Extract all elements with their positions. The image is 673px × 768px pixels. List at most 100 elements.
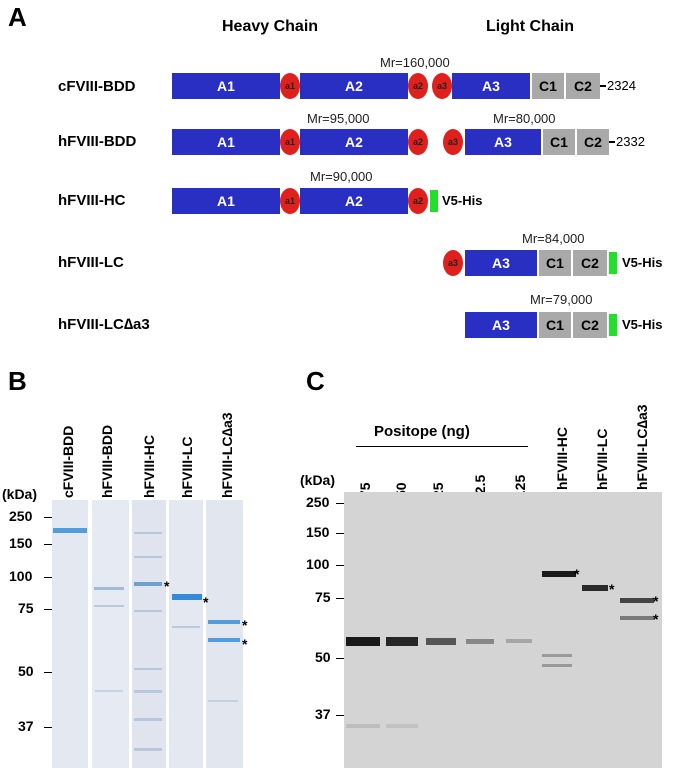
band	[542, 654, 572, 657]
domain-c1: C1	[539, 312, 571, 338]
panel-c-letter: C	[306, 366, 325, 396]
positope-bracket-line	[356, 446, 528, 447]
domain-a2-acidic: a2	[408, 129, 428, 155]
band	[134, 556, 162, 558]
band	[346, 724, 380, 728]
gel-lane-hfviii-hc	[132, 500, 166, 768]
band-star: *	[164, 578, 170, 594]
domain-a3: A3	[452, 73, 530, 99]
band-star: *	[242, 617, 248, 633]
v5-his-tag	[430, 190, 438, 212]
band	[53, 528, 87, 533]
mr-hfviii-lc: Mr=84,000	[522, 231, 585, 246]
heavy-chain-title: Heavy Chain	[222, 18, 319, 35]
panel-b-tick	[44, 727, 52, 728]
domain-a1: A1	[172, 188, 280, 214]
domain-a1-acidic: a1	[280, 129, 300, 155]
end-residue-cfviii-bdd: 2324	[607, 78, 636, 93]
domain-a3: A3	[465, 250, 537, 276]
panel-c-tick	[336, 658, 344, 659]
panel-c-tick	[336, 565, 344, 566]
domain-a2: A2	[300, 73, 408, 99]
panel-b-marker-37: 37	[18, 718, 34, 734]
domain-a1-acidic: a1	[280, 73, 300, 99]
band	[134, 690, 162, 693]
v5-his-label: V5-His	[622, 317, 663, 332]
domain-c1: C1	[532, 73, 564, 99]
band	[386, 724, 418, 728]
band	[386, 637, 418, 646]
panel-c-tick	[336, 715, 344, 716]
domain-c1: C1	[543, 129, 575, 155]
band	[466, 639, 494, 644]
panel-c-tick	[336, 533, 344, 534]
domain-a2: A2	[300, 188, 408, 214]
domain-a3-acidic: a3	[432, 73, 452, 99]
band	[134, 748, 162, 751]
band	[208, 700, 238, 702]
gel-lane-hfviii-lc	[169, 500, 203, 768]
mr-hfviii-bdd-heavy: Mr=95,000	[307, 111, 370, 126]
v5-his-label: V5-His	[622, 255, 663, 270]
band	[582, 585, 608, 591]
panel-c-tick	[336, 598, 344, 599]
panel-b-marker-50: 50	[18, 663, 34, 679]
mr-hfviii-bdd-light: Mr=80,000	[493, 111, 556, 126]
panel-b-tick	[44, 517, 52, 518]
band	[134, 668, 162, 670]
band	[208, 638, 240, 642]
panel-c-marker-150: 150	[306, 524, 330, 540]
band	[542, 664, 572, 667]
band	[134, 532, 162, 534]
panel-c-kda-unit: (kDa)	[300, 472, 336, 488]
domain-a1: A1	[172, 73, 280, 99]
mr-cfviii-bdd: Mr=160,000	[380, 55, 450, 70]
band	[208, 620, 240, 624]
band	[95, 690, 123, 692]
band	[506, 639, 532, 643]
band	[134, 718, 162, 721]
band-star: *	[653, 593, 659, 609]
panel-b-marker-75: 75	[18, 600, 34, 616]
band	[620, 598, 654, 603]
domain-a2-acidic: a2	[408, 188, 428, 214]
band	[172, 594, 202, 600]
band	[94, 605, 124, 607]
band	[172, 626, 200, 628]
panel-b-tick	[44, 577, 52, 578]
panel-b-tick	[44, 544, 52, 545]
band-star: *	[574, 566, 580, 582]
light-chain-title: Light Chain	[486, 18, 574, 35]
end-residue-hfviii-bdd: 2332	[616, 134, 645, 149]
domain-a1-acidic: a1	[280, 188, 300, 214]
panel-c-tick	[336, 503, 344, 504]
band	[620, 616, 654, 620]
row-label-cfviii-bdd: cFVIII-BDD	[58, 78, 136, 95]
row-label-hfviii-bdd: hFVIII-BDD	[58, 133, 137, 150]
blot-membrane	[344, 492, 662, 768]
domain-c2: C2	[573, 250, 607, 276]
row-label-hfviii-lc-delta-a3: hFVIII-LC∆a3	[58, 316, 150, 333]
domain-a2: A2	[300, 129, 408, 155]
gel-lane-cfviii-bdd	[52, 500, 88, 768]
panel-b-marker-250: 250	[9, 508, 33, 524]
linker-line	[609, 141, 615, 143]
band	[94, 587, 124, 590]
panel-a-letter: A	[8, 2, 27, 32]
gel-lane-hfviii-bdd	[92, 500, 129, 768]
positope-label: Positope (ng)	[374, 423, 470, 440]
row-label-hfviii-lc: hFVIII-LC	[58, 254, 124, 271]
band	[346, 637, 380, 646]
domain-a3: A3	[465, 312, 537, 338]
panel-b-tick	[44, 609, 52, 610]
panel-c-marker-37: 37	[315, 706, 331, 722]
domain-c2: C2	[573, 312, 607, 338]
v5-his-tag	[609, 252, 617, 274]
panel-c-marker-75: 75	[315, 589, 331, 605]
band-star: *	[203, 594, 209, 610]
panel-c-marker-250: 250	[306, 494, 330, 510]
domain-a3: A3	[465, 129, 541, 155]
domain-c1: C1	[539, 250, 571, 276]
panel-b-marker-100: 100	[9, 568, 33, 584]
band	[134, 610, 162, 612]
